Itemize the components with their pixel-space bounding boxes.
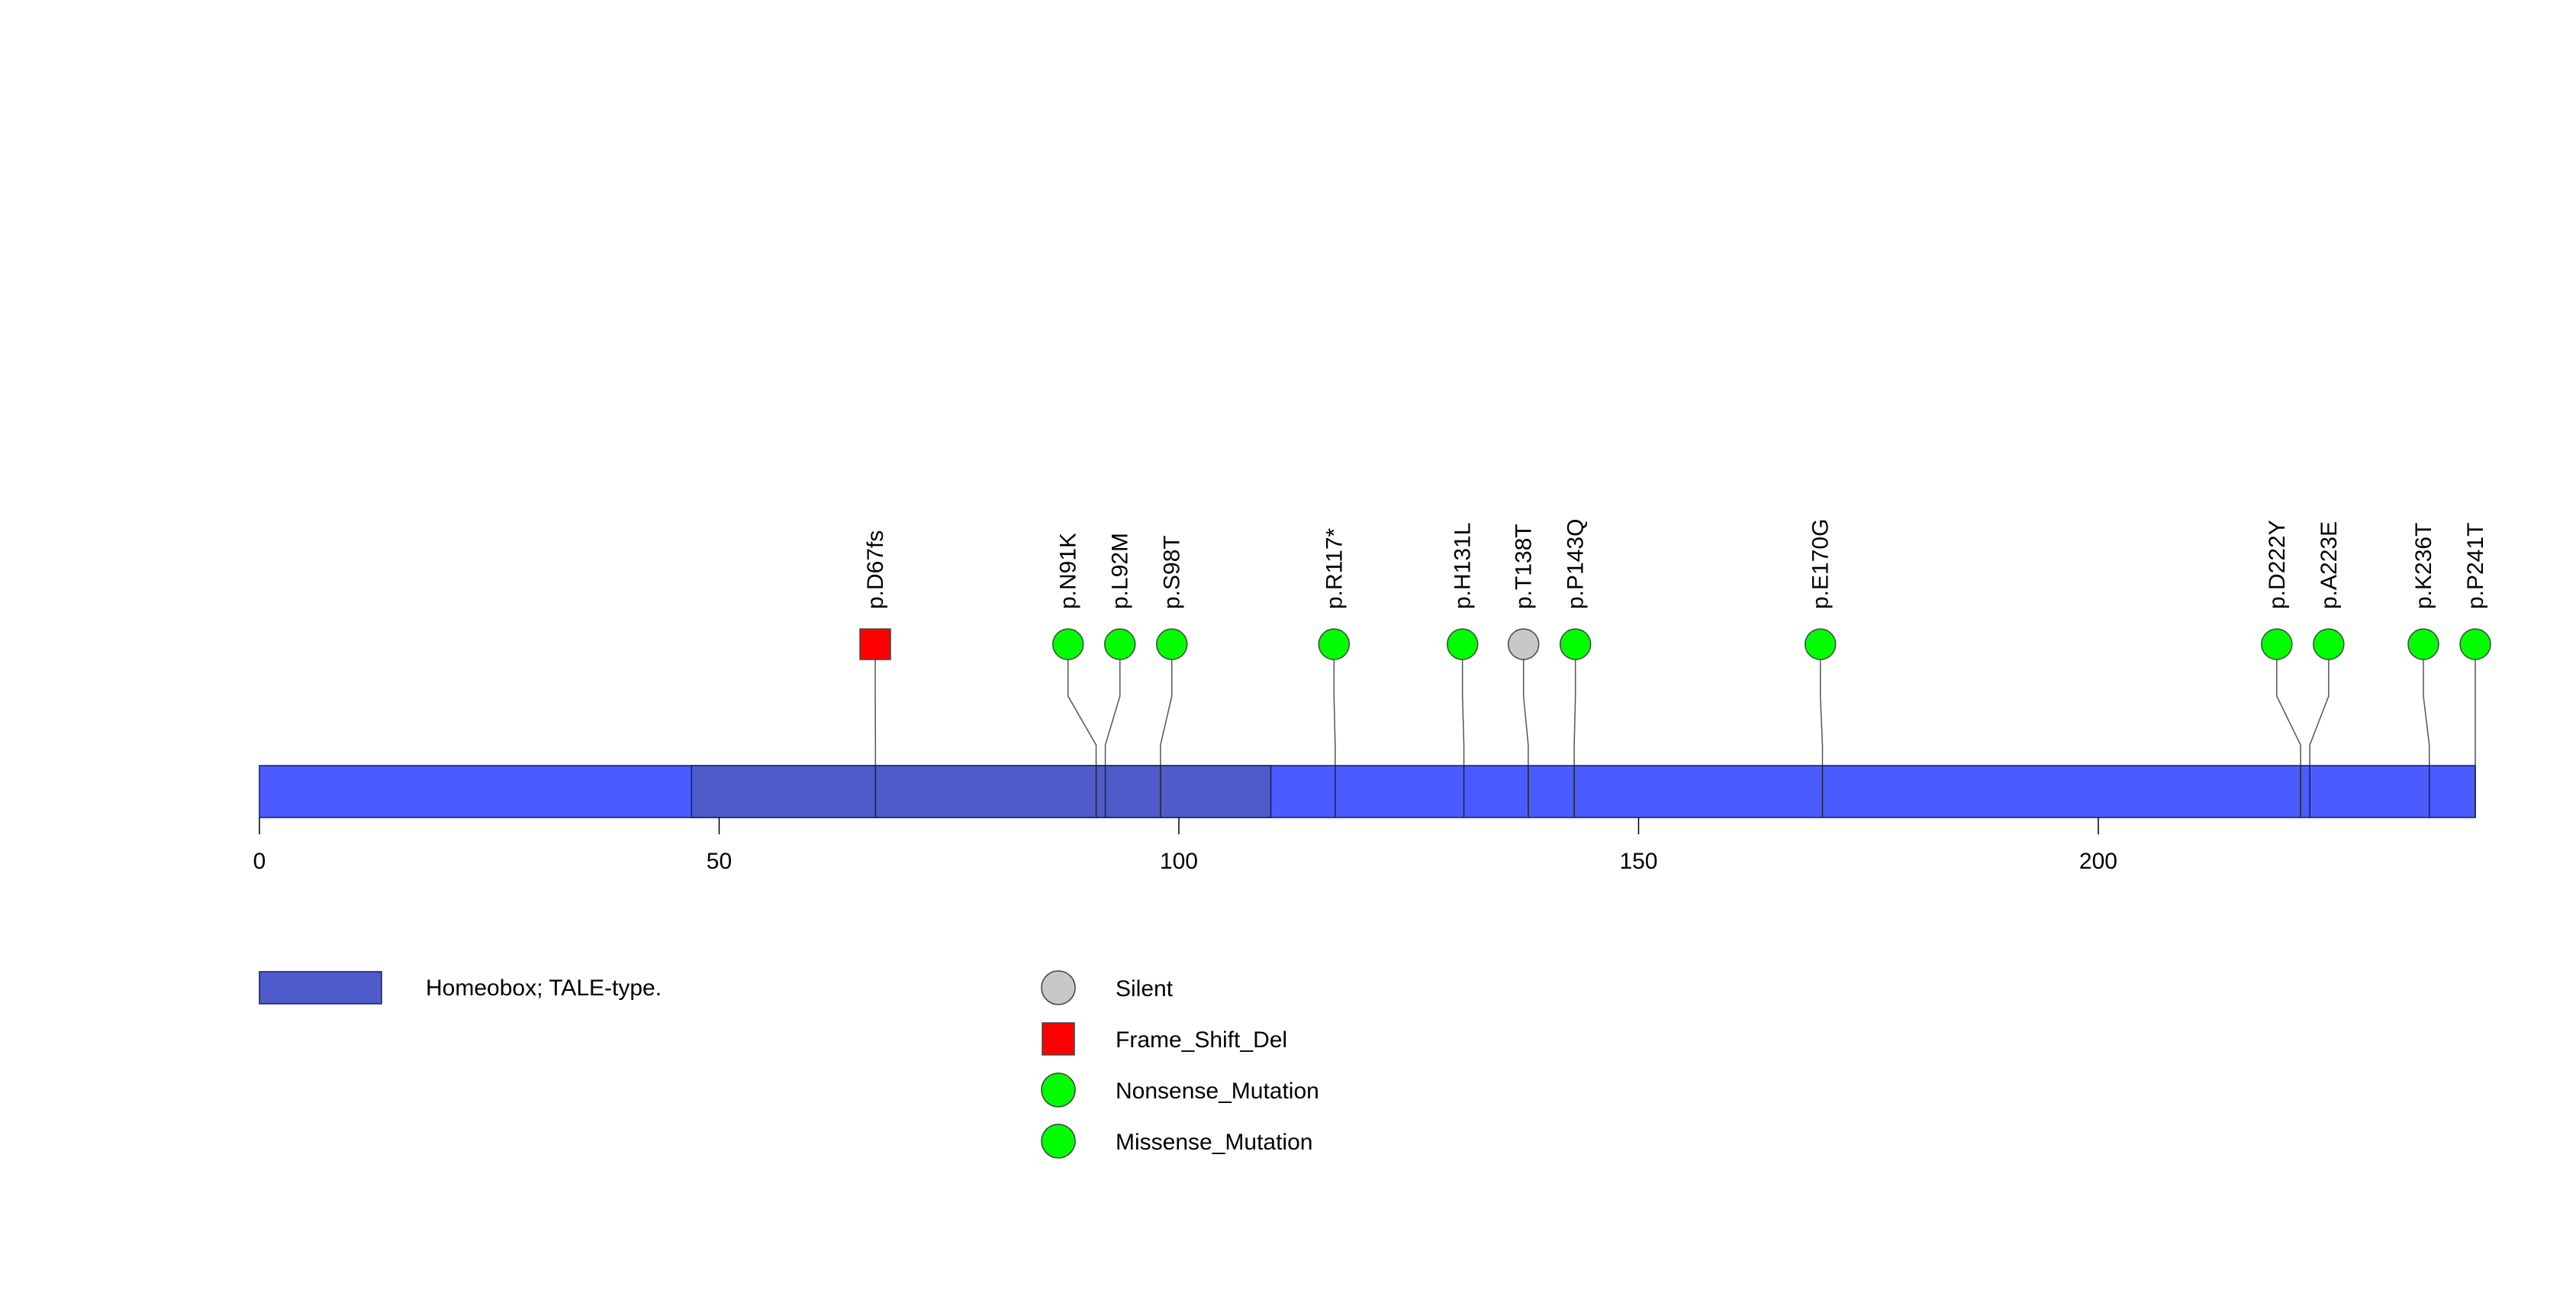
mutation-label-6: p.T138T [1512, 524, 1537, 609]
mutation-marker-1[interactable] [1051, 628, 1084, 660]
mutation-stem-7 [1573, 644, 1576, 766]
legend-label-3: Missense_Mutation [1116, 1130, 1312, 1155]
mutation-label-9: p.D222Y [2265, 520, 2290, 609]
mutation-marker-3[interactable] [1155, 628, 1188, 660]
mutation-type-legend: Silent Frame_Shift_Del Nonsense_Mutation Mi… [1041, 970, 1319, 1159]
axis-tick-label-4: 200 [2079, 849, 2117, 874]
domain-legend: Homeobox; TALE-type. [259, 971, 662, 1005]
mutation-label-11: p.K236T [2411, 523, 2436, 609]
legend-marker-1 [1042, 1022, 1075, 1056]
mutation-stem-2 [1104, 644, 1121, 766]
legend-label-1: Frame_Shift_Del [1116, 1027, 1287, 1053]
mutation-marker-11[interactable] [2407, 628, 2439, 660]
mutation-label-12: p.P241T [2463, 523, 2488, 609]
mutation-markers [859, 628, 2491, 660]
mutation-label-10: p.A223E [2317, 521, 2342, 609]
mutation-label-8: p.E170G [1808, 519, 1834, 609]
domain-legend-swatch-0 [259, 971, 382, 1005]
mutation-label-5: p.H131L [1451, 523, 1476, 609]
mutation-stems [874, 644, 2476, 766]
legend-marker-3 [1041, 1124, 1076, 1159]
mutation-stem-5 [1461, 644, 1465, 766]
mutation-marker-8[interactable] [1804, 628, 1837, 660]
domain-0[interactable] [691, 765, 1272, 818]
mutation-marker-7[interactable] [1559, 628, 1592, 660]
position-axis: 0 50 100 150 200 [253, 818, 2117, 874]
mutation-marker-12[interactable] [2459, 628, 2491, 660]
domain-legend-label-0: Homeobox; TALE-type. [426, 976, 662, 1001]
legend-marker-0 [1041, 970, 1076, 1005]
mutation-stem-1 [1067, 644, 1097, 766]
legend-label-2: Nonsense_Mutation [1116, 1079, 1319, 1104]
mutation-stem-9 [2276, 644, 2301, 766]
mutation-stem-10 [2309, 644, 2330, 766]
mutation-stem-4 [1333, 644, 1336, 766]
mutation-marker-9[interactable] [2261, 628, 2293, 660]
mutation-marker-4[interactable] [1318, 628, 1351, 660]
mutation-stem-8 [1819, 644, 1824, 766]
mutation-stem-11 [2423, 644, 2430, 766]
mutation-label-2: p.L92M [1108, 533, 1133, 609]
mutation-label-1: p.N91K [1056, 533, 1081, 609]
protein-backbone-group [259, 765, 2476, 818]
mutation-stem-3 [1160, 644, 1173, 766]
axis-tick-label-0: 0 [253, 849, 266, 874]
mutation-labels: p.D67fs p.N91K p.L92M p.S98T p.R117* p.H131L p… [863, 519, 2488, 609]
mutation-marker-6[interactable] [1507, 628, 1540, 660]
mutation-position-marks [874, 766, 2476, 818]
mutation-label-0: p.D67fs [863, 531, 888, 609]
mutation-label-3: p.S98T [1160, 535, 1185, 609]
mutation-label-4: p.R117* [1322, 527, 1347, 609]
mutation-stem-6 [1522, 644, 1529, 766]
axis-tick-label-2: 100 [1160, 849, 1198, 874]
mutation-label-7: p.P143Q [1563, 519, 1589, 609]
axis-tick-label-1: 50 [707, 849, 732, 874]
legend-marker-2 [1041, 1072, 1076, 1108]
protein-backbone [259, 765, 2476, 818]
mutation-marker-5[interactable] [1446, 628, 1479, 660]
mutation-marker-2[interactable] [1103, 628, 1136, 660]
mutation-marker-0[interactable] [859, 628, 891, 660]
legend-label-0: Silent [1116, 976, 1174, 1001]
axis-tick-label-3: 150 [1619, 849, 1657, 874]
mutation-marker-10[interactable] [2313, 628, 2345, 660]
